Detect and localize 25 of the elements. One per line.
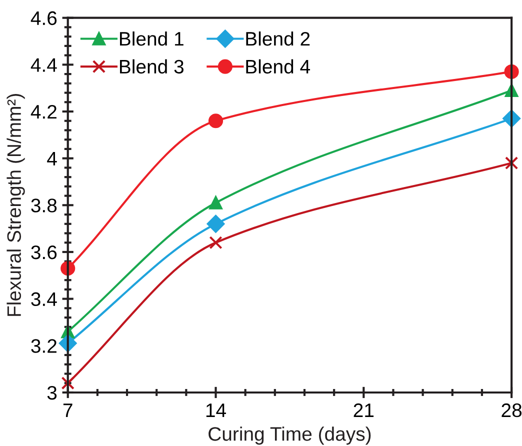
x-tick-label: 21 (354, 403, 374, 417)
x-tick-label: 7 (63, 404, 72, 417)
point (209, 196, 222, 210)
legend-label: Blend 1 (120, 31, 184, 46)
legend-label: Blend 4 (246, 59, 310, 74)
x-tick-label: 14 (206, 404, 226, 417)
y-tick-label: 4.2 (30, 104, 56, 119)
y-tick-label: 4.4 (30, 58, 57, 72)
x-axis-title: Curing Time (days) (208, 426, 371, 445)
y-axis-title: Flexural Strength (N/mm²) (6, 94, 25, 316)
point (208, 114, 224, 128)
point (206, 214, 225, 233)
y-tick-label: 3 (47, 386, 57, 400)
point (61, 376, 74, 390)
y-tick-label: 3.2 (31, 339, 56, 353)
y-tick-label: 4.6 (30, 11, 57, 26)
y-tick-label: 3.4 (31, 292, 57, 306)
y-tick-label: 3.6 (31, 245, 57, 260)
point (209, 236, 222, 250)
legend-label: Blend 2 (246, 31, 310, 46)
y-tick-label: 4 (47, 152, 57, 166)
x-tick-label: 28 (502, 403, 522, 418)
legend-label: Blend 3 (120, 59, 184, 74)
point (504, 156, 518, 170)
y-tick-label: 3.8 (31, 198, 57, 212)
